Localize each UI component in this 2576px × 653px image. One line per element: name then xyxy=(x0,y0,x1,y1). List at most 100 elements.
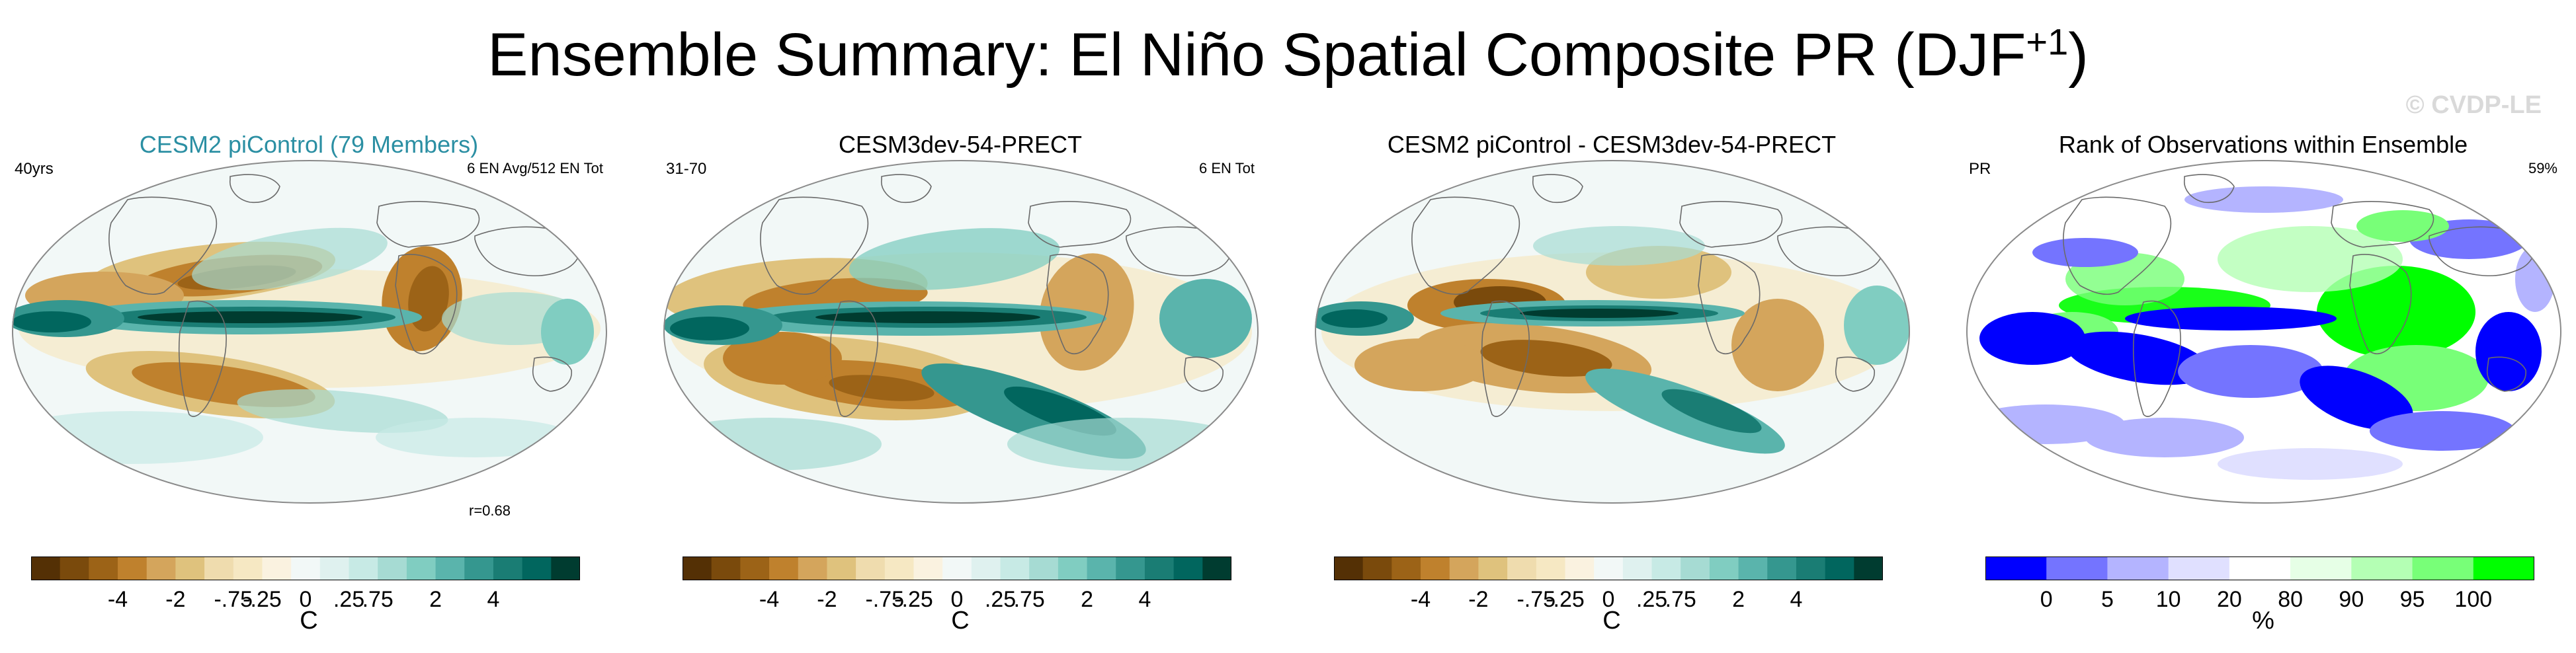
anomaly-region xyxy=(192,227,388,291)
colorbar-tick-label: 2 xyxy=(1081,587,1093,612)
map-border xyxy=(12,160,607,504)
colorbar-swatch xyxy=(798,557,827,580)
colorbar-frame xyxy=(683,557,1231,580)
colorbar-swatch xyxy=(1087,557,1116,580)
colorbar-tick-label: -4 xyxy=(1411,587,1431,612)
panel-event-count: 6 EN Tot xyxy=(1199,160,1255,176)
colorbar-tick-label: 2 xyxy=(1732,587,1745,612)
colorbar-frame xyxy=(31,557,580,580)
colorbar-swatch xyxy=(2351,557,2413,580)
colorbar-tick-label: -.25 xyxy=(894,587,933,612)
colorbar-tick-label: 4 xyxy=(487,587,499,612)
colorbar-svg: -4 -2 -.75-.25 0 .25.75 2 4 xyxy=(31,557,581,612)
map-svg xyxy=(1315,160,1910,504)
colorbar-tick-label: -2 xyxy=(817,587,837,612)
colorbar-swatch xyxy=(493,557,523,580)
anomaly-region xyxy=(663,418,882,471)
colorbar-tick-label: -.25 xyxy=(243,587,282,612)
panel-title: CESM2 piControl (79 Members) xyxy=(139,131,479,158)
coastline xyxy=(1777,226,1883,276)
coastline xyxy=(1411,196,1520,295)
colorbar-tick-label: -4 xyxy=(108,587,128,612)
colorbar-swatch xyxy=(2046,557,2108,580)
colorbar-tick-label: 20 xyxy=(2217,587,2242,612)
colorbar-swatch xyxy=(856,557,886,580)
colorbar-tick-label: 0 xyxy=(951,587,964,612)
coastline xyxy=(1481,300,1530,417)
colorbar-tick-label: .25 xyxy=(985,587,1016,612)
panel-difference: CESM2 piControl - CESM3dev-54-PRECT -4 -2… xyxy=(1304,126,1919,648)
map-border xyxy=(663,160,1259,504)
coastline xyxy=(229,174,280,204)
colorbar: -4 -2 -.75 -.25 0 .25.75 2 4 xyxy=(1334,557,1884,639)
colorbar-swatch xyxy=(1651,557,1681,580)
colorbar-swatch xyxy=(1421,557,1450,580)
colorbar-svg: -4 -2 -.75-.25 0 .25.75 2 4 xyxy=(1334,557,1884,612)
coastline xyxy=(179,300,227,417)
anomaly-region xyxy=(2171,311,2317,326)
colorbar-swatch xyxy=(1449,557,1479,580)
colorbar-swatch xyxy=(1116,557,1145,580)
coastline xyxy=(760,196,869,295)
anomaly-region xyxy=(2300,365,2413,430)
colorbar-swatch xyxy=(711,557,741,580)
coastline xyxy=(1679,201,1783,248)
colorbar-svg: -4 -2 -.75-.25 0 .25.75 2 4 xyxy=(683,557,1232,612)
colorbar-swatch xyxy=(1565,557,1595,580)
colorbar-swatch xyxy=(291,557,321,580)
map-plot xyxy=(12,160,607,507)
anomaly-region xyxy=(2066,331,2210,385)
colorbar-swatch xyxy=(1202,557,1232,580)
coastline xyxy=(1835,356,1875,392)
colorbar-swatch xyxy=(1362,557,1392,580)
anomaly-region xyxy=(2184,186,2343,213)
map-plot xyxy=(663,160,1259,507)
panel-percent-label: 59% xyxy=(2528,160,2557,176)
coastline xyxy=(2429,226,2534,276)
colorbar-swatch xyxy=(522,557,552,580)
colorbar-swatch xyxy=(233,557,263,580)
anomaly-region xyxy=(2218,226,2403,292)
colorbar-tick-label: 4 xyxy=(1138,587,1151,612)
panel-rank: Rank of Observations within Ensemble PR … xyxy=(1956,126,2571,648)
colorbar-tick-label: -.75 xyxy=(214,587,253,612)
coastline xyxy=(2184,174,2235,204)
map-border xyxy=(1315,160,1910,504)
anomaly-region xyxy=(2370,411,2515,451)
colorbar-swatch xyxy=(1144,557,1175,580)
colorbar-swatch xyxy=(1622,557,1653,580)
anomaly-region xyxy=(670,317,749,340)
panel-title: CESM2 piControl - CESM3dev-54-PRECT xyxy=(1387,131,1837,158)
colorbar-swatch xyxy=(551,557,581,580)
colorbar-swatch xyxy=(1796,557,1826,580)
colorbar: -4 -2 -.75 -.25 0 .25.75 2 4 xyxy=(683,557,1232,639)
colorbar-tick-label: 0 xyxy=(2040,587,2053,612)
anomaly-region xyxy=(2317,266,2475,358)
anomaly-region xyxy=(829,375,935,401)
colorbar-swatch xyxy=(1985,557,2047,580)
colorbar-swatch xyxy=(1709,557,1739,580)
colorbar-tick-label: .25 xyxy=(333,587,364,612)
anomaly-region xyxy=(2515,246,2555,312)
anomaly-region xyxy=(723,332,842,385)
map-border xyxy=(1966,160,2561,504)
colorbar-tick-label: 0 xyxy=(300,587,312,612)
anomaly-region xyxy=(2032,238,2138,267)
pattern-correlation: r=0.68 xyxy=(469,502,511,519)
colorbar-swatch xyxy=(1000,557,1030,580)
coastline xyxy=(108,196,218,295)
coastline xyxy=(881,174,932,204)
colorbar-frame xyxy=(1985,557,2534,580)
colorbar-swatch xyxy=(31,557,61,580)
anomaly-region xyxy=(1844,286,1910,365)
anomaly-region xyxy=(376,418,574,457)
colorbar-swatch xyxy=(204,557,234,580)
map-svg xyxy=(1966,160,2561,504)
colorbar-tick-label: .75 xyxy=(1665,587,1696,612)
anomaly-region xyxy=(138,311,362,323)
colorbar-tick-label: .75 xyxy=(1014,587,1045,612)
colorbar-swatch xyxy=(1767,557,1797,580)
colorbar-swatch xyxy=(175,557,205,580)
watermark: © CVDP-LE xyxy=(2405,91,2542,119)
colorbar-swatch xyxy=(378,557,407,580)
